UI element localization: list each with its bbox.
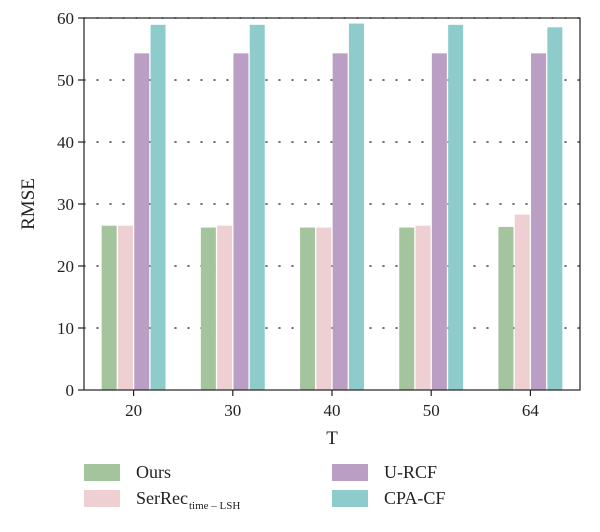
- legend-swatch: [332, 490, 368, 507]
- bar-cpa-cf-20: [150, 24, 166, 390]
- x-axis-title: T: [326, 428, 338, 449]
- x-tick-label: 50: [423, 401, 440, 420]
- y-tick-label: 10: [57, 319, 74, 338]
- legend-label-text: SerRec: [136, 488, 188, 508]
- bar-u-rcf-40: [332, 53, 348, 391]
- legend-swatch: [84, 464, 120, 481]
- x-ticks: 20 30 40 50 64: [125, 390, 539, 420]
- legend-swatch: [84, 490, 120, 507]
- legend: Ours SerRectime – LSH U-RCF CPA-CF: [84, 462, 445, 512]
- y-tick-label: 40: [57, 133, 74, 152]
- bar-cpa-cf-64: [547, 27, 563, 391]
- legend-label: SerRectime – LSH: [136, 488, 240, 512]
- y-tick-label: 30: [57, 195, 74, 214]
- legend-label: U-RCF: [384, 462, 437, 482]
- bar-u-rcf-30: [233, 53, 249, 391]
- bar-u-rcf-50: [431, 53, 447, 391]
- x-tick-label: 64: [522, 401, 540, 420]
- legend-item: SerRectime – LSH: [84, 488, 240, 512]
- x-tick-label: 20: [125, 401, 142, 420]
- legend-label: CPA-CF: [384, 488, 445, 508]
- y-tick-label: 20: [57, 257, 74, 276]
- bar-serrec-20: [117, 225, 133, 390]
- bar-ours-40: [300, 227, 316, 390]
- y-ticks: 0 10 20 30 40 50 60: [57, 9, 84, 400]
- bars: [101, 23, 563, 391]
- y-tick-label: 0: [66, 381, 75, 400]
- bar-cpa-cf-40: [348, 23, 364, 391]
- bar-ours-20: [101, 225, 117, 390]
- legend-item: CPA-CF: [332, 488, 445, 508]
- legend-swatch: [332, 464, 368, 481]
- bar-serrec-30: [217, 225, 233, 390]
- bar-cpa-cf-50: [448, 24, 464, 390]
- bar-ours-30: [200, 227, 216, 390]
- legend-label: Ours: [136, 462, 171, 482]
- y-tick-label: 60: [57, 9, 74, 28]
- legend-label-text: Ours: [136, 462, 171, 482]
- legend-item: U-RCF: [332, 462, 437, 482]
- bar-serrec-40: [316, 227, 332, 390]
- legend-label-text: CPA-CF: [384, 488, 445, 508]
- x-tick-label: 30: [224, 401, 241, 420]
- legend-item: Ours: [84, 462, 171, 482]
- bar-u-rcf-20: [134, 53, 150, 391]
- legend-label-text: U-RCF: [384, 462, 437, 482]
- bar-ours-64: [498, 226, 514, 390]
- x-tick-label: 40: [324, 401, 341, 420]
- y-tick-label: 50: [57, 71, 74, 90]
- bar-u-rcf-64: [531, 53, 547, 391]
- bar-ours-50: [399, 227, 415, 390]
- bar-serrec-64: [514, 214, 530, 390]
- y-axis-title: RMSE: [18, 178, 39, 230]
- bar-serrec-50: [415, 225, 431, 390]
- bar-cpa-cf-30: [249, 24, 265, 390]
- legend-label-subscript: time – LSH: [189, 500, 240, 512]
